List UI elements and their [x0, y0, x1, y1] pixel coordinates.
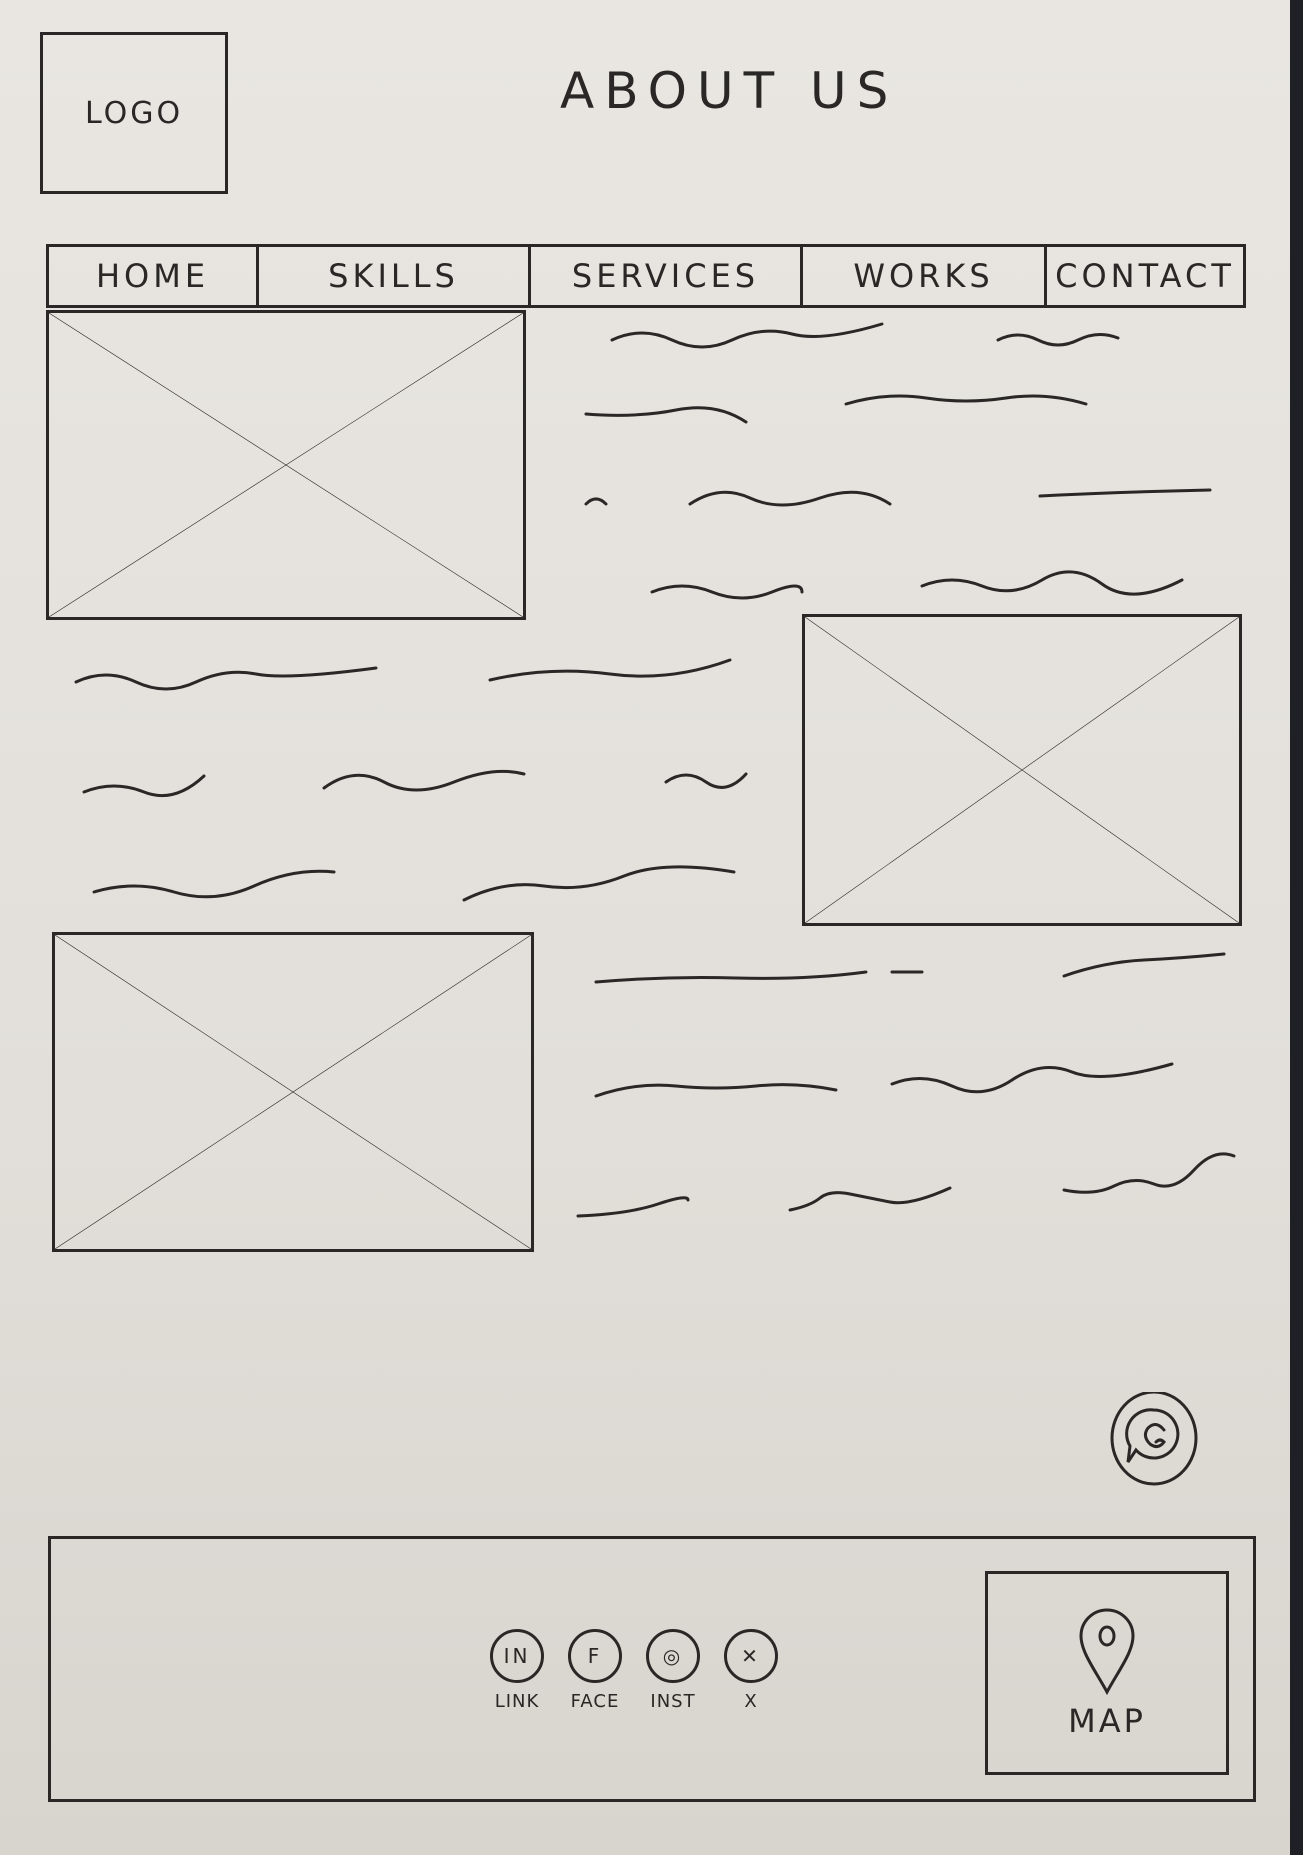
main-nav: HOME SKILLS SERVICES WORKS CONTACT: [46, 244, 1246, 308]
nav-item-skills[interactable]: SKILLS: [259, 247, 531, 305]
text-placeholder-block-3: [570, 940, 1250, 1230]
nav-item-contact[interactable]: CONTACT: [1047, 247, 1243, 305]
map-widget[interactable]: MAP: [985, 1571, 1229, 1775]
instagram-icon: ◎: [646, 1629, 700, 1683]
chat-button[interactable]: [1108, 1390, 1200, 1492]
social-link-instagram[interactable]: ◎ INST: [645, 1629, 701, 1712]
facebook-icon-glyph: F: [587, 1644, 603, 1668]
footer: IN LINK F FACE ◎ INST ✕ X MAP: [48, 1536, 1256, 1802]
squiggle-text-lines: [584, 322, 1212, 600]
social-link-facebook[interactable]: F FACE: [567, 1629, 623, 1712]
chat-bubble-icon: [1110, 1390, 1198, 1486]
x-icon: ✕: [724, 1629, 778, 1683]
image-placeholder-2: [802, 614, 1242, 926]
facebook-icon: F: [568, 1629, 622, 1683]
social-label: LINK: [494, 1691, 540, 1712]
nav-item-works[interactable]: WORKS: [803, 247, 1047, 305]
nav-item-label: WORKS: [853, 257, 994, 295]
image-placeholder-cross-icon: [805, 617, 1239, 923]
linkedin-icon-glyph: IN: [503, 1644, 531, 1668]
nav-item-label: SERVICES: [571, 257, 760, 295]
social-label: INST: [650, 1691, 696, 1712]
linkedin-icon: IN: [490, 1629, 544, 1683]
image-placeholder-1: [46, 310, 526, 620]
map-label: MAP: [1068, 1702, 1146, 1740]
paper-background-edge: [1290, 0, 1303, 1855]
nav-item-label: CONTACT: [1055, 257, 1235, 295]
logo[interactable]: LOGO: [40, 32, 228, 194]
squiggle-text-lines: [576, 952, 1236, 1218]
instagram-icon-glyph: ◎: [662, 1644, 684, 1668]
nav-item-label: SKILLS: [328, 257, 459, 295]
social-links: IN LINK F FACE ◎ INST ✕ X: [489, 1629, 779, 1712]
page-title: ABOUT US: [560, 62, 899, 120]
map-pin-icon: [1079, 1608, 1135, 1696]
x-icon-glyph: ✕: [741, 1644, 761, 1668]
social-label: X: [744, 1691, 758, 1712]
squiggle-text-lines: [74, 658, 748, 902]
logo-label: LOGO: [84, 95, 184, 131]
nav-item-services[interactable]: SERVICES: [531, 247, 803, 305]
social-link-linkedin[interactable]: IN LINK: [489, 1629, 545, 1712]
image-placeholder-cross-icon: [55, 935, 531, 1249]
nav-item-home[interactable]: HOME: [49, 247, 259, 305]
nav-item-label: HOME: [95, 257, 210, 295]
text-placeholder-block-1: [580, 310, 1220, 600]
social-link-x[interactable]: ✕ X: [723, 1629, 779, 1712]
text-placeholder-block-2: [70, 648, 790, 918]
image-placeholder-3: [52, 932, 534, 1252]
social-label: FACE: [570, 1691, 620, 1712]
image-placeholder-cross-icon: [49, 313, 523, 617]
